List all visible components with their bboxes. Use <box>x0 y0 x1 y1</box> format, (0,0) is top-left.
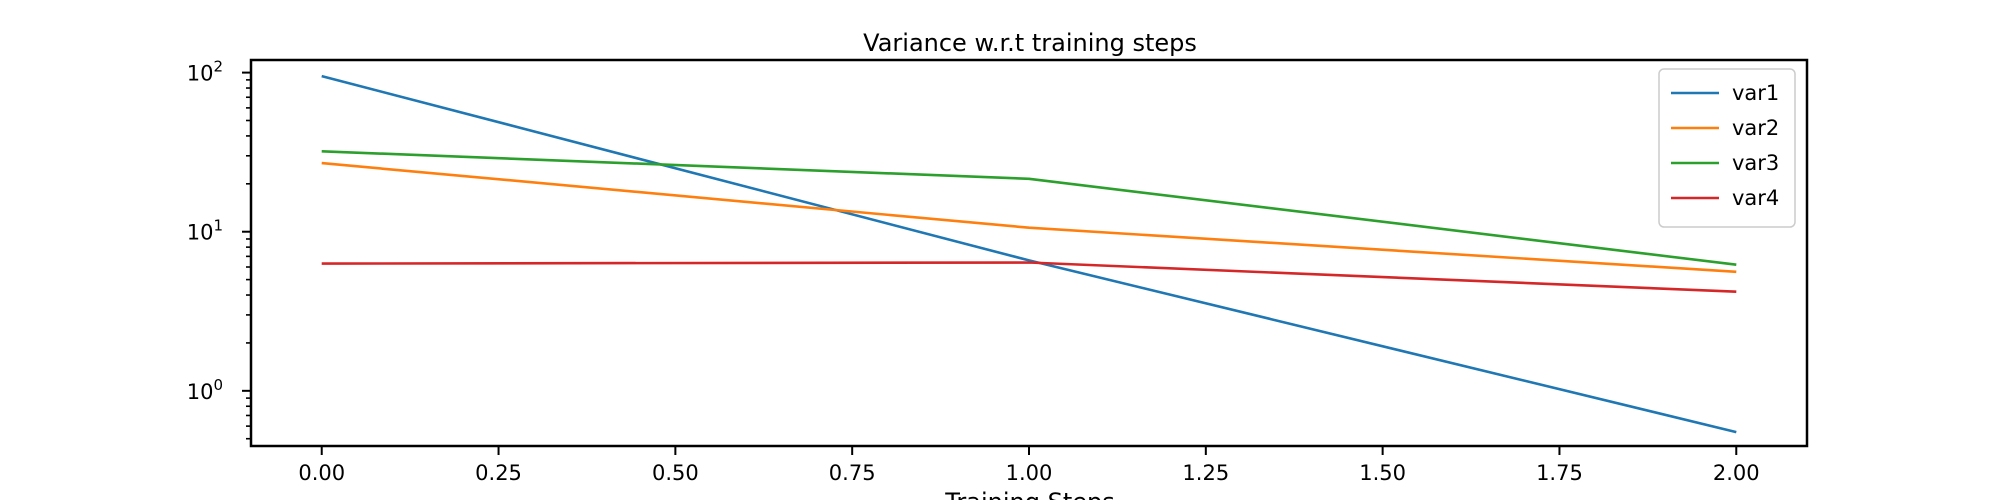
x-tick-label: 0.50 <box>652 461 699 485</box>
x-tick-label: 0.75 <box>829 461 876 485</box>
legend-label-var2: var2 <box>1732 116 1779 140</box>
y-tick-label: 100 <box>187 376 223 404</box>
y-tick-base: 10 <box>187 221 214 245</box>
legend: var1 var2 var3 var4 <box>1658 68 1796 228</box>
x-axis: 0.00 0.25 0.50 0.75 1.00 1.25 1.50 1.75 2.00 <box>298 446 1760 485</box>
x-tick-label: 2.00 <box>1713 461 1760 485</box>
x-tick-label: 0.25 <box>475 461 522 485</box>
x-tick-label: 1.75 <box>1536 461 1583 485</box>
y-tick-base: 10 <box>187 62 214 86</box>
series-line-var3 <box>321 150 1737 266</box>
y-tick-base: 10 <box>187 380 214 404</box>
chart-title: Variance w.r.t training steps <box>863 29 1197 57</box>
legend-label-var3: var3 <box>1732 151 1779 175</box>
plot-series <box>321 74 1737 434</box>
x-tick-label: 0.00 <box>298 461 345 485</box>
legend-label-var4: var4 <box>1732 186 1779 210</box>
y-tick-label: 101 <box>187 217 223 245</box>
series-line-var2 <box>321 161 1737 274</box>
y-tick-exponent: 1 <box>213 217 223 235</box>
x-tick-label: 1.25 <box>1182 461 1229 485</box>
x-tick-label: 1.50 <box>1359 461 1406 485</box>
series-line-var4 <box>321 261 1737 293</box>
y-tick-exponent: 0 <box>213 376 223 394</box>
y-tick-exponent: 2 <box>213 58 223 76</box>
y-tick-label: 102 <box>187 58 223 86</box>
legend-frame <box>1658 68 1796 228</box>
x-tick-label: 1.00 <box>1006 461 1053 485</box>
legend-label-var1: var1 <box>1732 81 1779 105</box>
x-axis-label: Training Steps <box>944 488 1114 500</box>
series-line-var1 <box>321 74 1737 434</box>
